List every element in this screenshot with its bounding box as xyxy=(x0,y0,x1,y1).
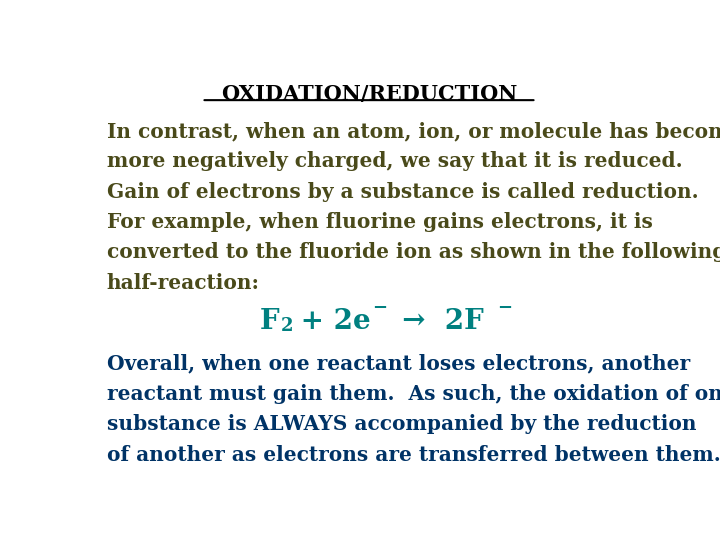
Text: 2: 2 xyxy=(281,317,293,335)
Text: Overall, when one reactant loses electrons, another: Overall, when one reactant loses electro… xyxy=(107,354,690,374)
Text: →  2F: → 2F xyxy=(383,308,484,335)
Text: substance is ALWAYS accompanied by the reduction: substance is ALWAYS accompanied by the r… xyxy=(107,415,696,435)
Text: −: − xyxy=(372,299,387,317)
Text: reactant must gain them.  As such, the oxidation of one: reactant must gain them. As such, the ox… xyxy=(107,384,720,404)
Text: Gain of electrons by a substance is called reduction.: Gain of electrons by a substance is call… xyxy=(107,181,698,201)
Text: converted to the fluoride ion as shown in the following: converted to the fluoride ion as shown i… xyxy=(107,242,720,262)
Text: more negatively charged, we say that it is reduced.: more negatively charged, we say that it … xyxy=(107,151,683,171)
Text: F: F xyxy=(260,308,280,335)
Text: of another as electrons are transferred between them.: of another as electrons are transferred … xyxy=(107,445,720,465)
Text: OXIDATION/REDUCTION: OXIDATION/REDUCTION xyxy=(221,84,517,104)
Text: In contrast, when an atom, ion, or molecule has become: In contrast, when an atom, ion, or molec… xyxy=(107,121,720,141)
Text: + 2e: + 2e xyxy=(291,308,371,335)
Text: −: − xyxy=(498,299,513,317)
Text: half-reaction:: half-reaction: xyxy=(107,273,260,293)
Text: For example, when fluorine gains electrons, it is: For example, when fluorine gains electro… xyxy=(107,212,652,232)
